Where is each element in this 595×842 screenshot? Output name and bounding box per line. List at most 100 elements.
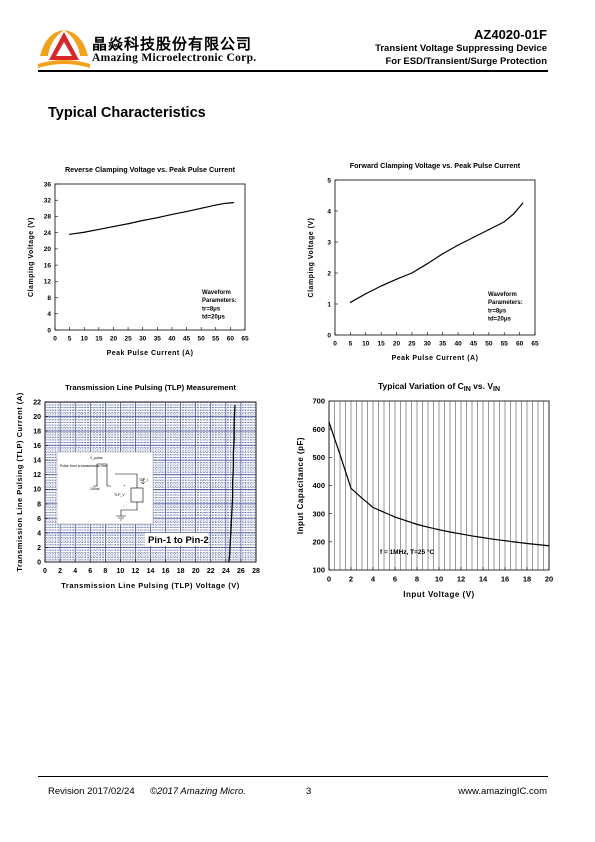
data-point: [449, 531, 451, 533]
y-tick-label: 5: [327, 177, 331, 184]
x-tick-label: 8: [103, 568, 107, 575]
x-tick-label: 5: [349, 341, 353, 348]
footer-page-number: 3: [306, 786, 312, 797]
inset-wire: [115, 473, 138, 488]
data-point: [232, 466, 234, 469]
data-point: [522, 202, 524, 204]
ground-symbol: [116, 515, 126, 521]
inset-label: Pulse from a transmission line: [60, 464, 107, 468]
y-tick-label: 500: [312, 453, 325, 462]
x-tick-label: 65: [241, 336, 249, 343]
x-tick-label: 26: [237, 568, 245, 575]
waveform-annotation: td=20μs: [488, 317, 512, 323]
series-line: [228, 405, 236, 563]
x-tick-label: 20: [393, 341, 401, 348]
waveform-annotation: Parameters:: [488, 300, 523, 306]
data-point: [457, 244, 459, 246]
x-tick-label: 20: [545, 575, 553, 584]
data-point: [488, 229, 490, 231]
company-logo-block: [38, 26, 268, 70]
data-point: [537, 544, 539, 546]
x-tick-label: 10: [116, 568, 124, 575]
data-point: [127, 223, 129, 225]
header-divider: [38, 70, 548, 72]
data-point: [234, 405, 236, 407]
data-point: [233, 437, 235, 439]
data-point: [504, 540, 506, 542]
x-tick-label: 2: [349, 575, 353, 584]
x-tick-label: 35: [154, 336, 162, 343]
data-point: [171, 213, 173, 216]
legend-label: Pin-1 to Pin-2: [148, 535, 209, 546]
y-tick-label: 8: [47, 295, 51, 302]
data-point: [229, 539, 231, 541]
x-tick-label: 65: [531, 341, 539, 348]
dut-box: [130, 487, 144, 503]
footer-copyright: ©2017 Amazing Micro.: [150, 786, 246, 797]
data-point: [223, 202, 226, 205]
x-tick-label: 6: [88, 568, 92, 575]
y-tick-label: 100: [312, 566, 325, 575]
x-tick-label: 14: [147, 568, 155, 575]
data-point: [339, 453, 341, 456]
data-point: [232, 495, 234, 498]
data-point: [394, 516, 396, 518]
waveform-annotation: Waveform: [488, 292, 517, 298]
inset-wire: [120, 502, 138, 516]
x-tick-label: 5: [68, 336, 72, 343]
data-point: [427, 526, 429, 528]
series-line: [69, 202, 234, 235]
y-tick-label: 36: [44, 181, 52, 188]
x-tick-label: 16: [501, 575, 509, 584]
data-point: [416, 523, 418, 525]
y-tick-label: 6: [37, 516, 41, 523]
y-tick-label: 700: [312, 397, 325, 406]
x-tick-label: 10: [362, 341, 370, 348]
waveform-annotation: Parameters:: [202, 298, 237, 304]
x-tick-label: 8: [415, 575, 419, 584]
current-arrow-icon: [140, 478, 146, 485]
data-point: [328, 421, 330, 423]
x-tick-label: 2: [58, 568, 62, 575]
x-tick-label: 0: [333, 341, 337, 348]
waveform-annotation: tr=8μs: [488, 308, 507, 314]
x-tick-label: 12: [132, 568, 140, 575]
legend-background: [145, 533, 208, 546]
data-point: [215, 204, 217, 206]
data-point: [365, 293, 367, 295]
inset-label: -: [123, 503, 125, 508]
x-tick-label: 55: [501, 341, 509, 348]
x-tick-label: 20: [110, 336, 118, 343]
footer-website-link[interactable]: www.amazingIC.com: [458, 786, 547, 797]
x-tick-label: 15: [378, 341, 386, 348]
company-name-chinese: 晶焱科技股份有限公司: [92, 35, 253, 53]
x-axis-label: Peak Pulse Current (A): [392, 355, 479, 362]
x-tick-label: 45: [470, 341, 478, 348]
y-axis-label: Input Capacitance (pF): [296, 437, 305, 534]
data-point: [142, 219, 144, 222]
data-point: [231, 510, 233, 512]
series-line: [350, 202, 524, 303]
y-tick-label: 16: [44, 262, 52, 269]
y-axis-label: Clamping Voltage (V): [28, 217, 35, 297]
y-tick-label: 0: [37, 559, 41, 566]
x-tick-label: 45: [183, 336, 191, 343]
data-point: [380, 285, 382, 287]
footer-revision: Revision 2017/02/24: [48, 786, 135, 797]
y-tick-label: 2: [37, 545, 41, 552]
y-tick-label: 16: [33, 443, 41, 450]
y-tick-label: 4: [37, 530, 41, 537]
data-point: [405, 520, 407, 522]
x-tick-label: 18: [523, 575, 531, 584]
x-tick-label: 50: [485, 341, 493, 348]
data-point: [232, 481, 234, 483]
pulse-waveform: [93, 463, 111, 487]
x-tick-label: 10: [435, 575, 443, 584]
tlp-circuit-inset: V_pulse Pulse from a transmission line 100…: [56, 451, 154, 525]
x-tick-label: 22: [207, 568, 215, 575]
y-tick-label: 22: [33, 399, 41, 406]
y-axis-label: Transmission Line Pulsing (TLP) Current …: [15, 392, 24, 571]
data-point: [471, 535, 473, 537]
device-description-line1: Transient Voltage Suppressing Device: [375, 43, 547, 54]
data-point: [112, 225, 115, 228]
